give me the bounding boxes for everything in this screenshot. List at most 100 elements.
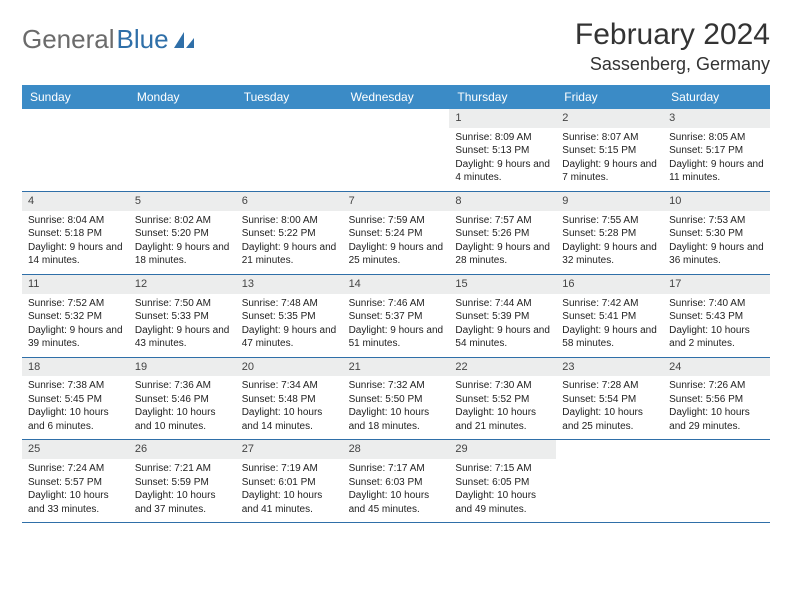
sunset-text: Sunset: 5:41 PM bbox=[562, 310, 657, 324]
calendar-cell: 16Sunrise: 7:42 AMSunset: 5:41 PMDayligh… bbox=[556, 275, 663, 357]
sunset-text: Sunset: 5:35 PM bbox=[242, 310, 337, 324]
calendar-cell: 4Sunrise: 8:04 AMSunset: 5:18 PMDaylight… bbox=[22, 192, 129, 274]
sunrise-text: Sunrise: 7:36 AM bbox=[135, 379, 230, 393]
daylight-text: Daylight: 9 hours and 25 minutes. bbox=[349, 241, 444, 268]
sunrise-text: Sunrise: 7:26 AM bbox=[669, 379, 764, 393]
logo-blue-word: Blue bbox=[117, 24, 169, 55]
day-number: 10 bbox=[663, 192, 770, 211]
calendar-cell: 14Sunrise: 7:46 AMSunset: 5:37 PMDayligh… bbox=[343, 275, 450, 357]
day-number: 8 bbox=[449, 192, 556, 211]
day-number: 6 bbox=[236, 192, 343, 211]
calendar-cell: 12Sunrise: 7:50 AMSunset: 5:33 PMDayligh… bbox=[129, 275, 236, 357]
daylight-text: Daylight: 9 hours and 32 minutes. bbox=[562, 241, 657, 268]
sunset-text: Sunset: 5:43 PM bbox=[669, 310, 764, 324]
calendar-cell: 20Sunrise: 7:34 AMSunset: 5:48 PMDayligh… bbox=[236, 358, 343, 440]
sunrise-text: Sunrise: 7:17 AM bbox=[349, 462, 444, 476]
day-number bbox=[556, 440, 663, 444]
weekday-header: Friday bbox=[556, 85, 663, 109]
day-number: 27 bbox=[236, 440, 343, 459]
week-row: 4Sunrise: 8:04 AMSunset: 5:18 PMDaylight… bbox=[22, 192, 770, 275]
day-number: 19 bbox=[129, 358, 236, 377]
day-number: 25 bbox=[22, 440, 129, 459]
calendar-cell: 10Sunrise: 7:53 AMSunset: 5:30 PMDayligh… bbox=[663, 192, 770, 274]
weekday-header: Wednesday bbox=[343, 85, 450, 109]
calendar-cell-empty bbox=[236, 109, 343, 191]
sunrise-text: Sunrise: 7:59 AM bbox=[349, 214, 444, 228]
sunrise-text: Sunrise: 7:44 AM bbox=[455, 297, 550, 311]
day-number: 13 bbox=[236, 275, 343, 294]
logo-text-gray: General bbox=[22, 24, 115, 55]
calendar-cell: 9Sunrise: 7:55 AMSunset: 5:28 PMDaylight… bbox=[556, 192, 663, 274]
sunset-text: Sunset: 5:37 PM bbox=[349, 310, 444, 324]
calendar-cell-empty bbox=[663, 440, 770, 522]
week-row: 1Sunrise: 8:09 AMSunset: 5:13 PMDaylight… bbox=[22, 109, 770, 192]
title-block: February 2024 Sassenberg, Germany bbox=[575, 18, 770, 75]
daylight-text: Daylight: 10 hours and 49 minutes. bbox=[455, 489, 550, 516]
day-number: 17 bbox=[663, 275, 770, 294]
day-number bbox=[22, 109, 129, 113]
sunrise-text: Sunrise: 7:38 AM bbox=[28, 379, 123, 393]
daylight-text: Daylight: 9 hours and 47 minutes. bbox=[242, 324, 337, 351]
calendar: SundayMondayTuesdayWednesdayThursdayFrid… bbox=[22, 85, 770, 523]
calendar-cell: 5Sunrise: 8:02 AMSunset: 5:20 PMDaylight… bbox=[129, 192, 236, 274]
sunset-text: Sunset: 5:15 PM bbox=[562, 144, 657, 158]
sunrise-text: Sunrise: 7:53 AM bbox=[669, 214, 764, 228]
daylight-text: Daylight: 10 hours and 2 minutes. bbox=[669, 324, 764, 351]
sunrise-text: Sunrise: 8:09 AM bbox=[455, 131, 550, 145]
daylight-text: Daylight: 9 hours and 18 minutes. bbox=[135, 241, 230, 268]
calendar-cell: 29Sunrise: 7:15 AMSunset: 6:05 PMDayligh… bbox=[449, 440, 556, 522]
calendar-cell-empty bbox=[22, 109, 129, 191]
daylight-text: Daylight: 9 hours and 43 minutes. bbox=[135, 324, 230, 351]
calendar-cell: 15Sunrise: 7:44 AMSunset: 5:39 PMDayligh… bbox=[449, 275, 556, 357]
calendar-cell: 3Sunrise: 8:05 AMSunset: 5:17 PMDaylight… bbox=[663, 109, 770, 191]
sunrise-text: Sunrise: 7:34 AM bbox=[242, 379, 337, 393]
weekday-header: Thursday bbox=[449, 85, 556, 109]
day-number: 24 bbox=[663, 358, 770, 377]
day-number: 1 bbox=[449, 109, 556, 128]
calendar-cell: 25Sunrise: 7:24 AMSunset: 5:57 PMDayligh… bbox=[22, 440, 129, 522]
sunset-text: Sunset: 5:52 PM bbox=[455, 393, 550, 407]
day-number: 26 bbox=[129, 440, 236, 459]
weeks-container: 1Sunrise: 8:09 AMSunset: 5:13 PMDaylight… bbox=[22, 109, 770, 523]
sunrise-text: Sunrise: 7:46 AM bbox=[349, 297, 444, 311]
weekday-header: Saturday bbox=[663, 85, 770, 109]
sunrise-text: Sunrise: 8:04 AM bbox=[28, 214, 123, 228]
daylight-text: Daylight: 10 hours and 14 minutes. bbox=[242, 406, 337, 433]
calendar-cell: 18Sunrise: 7:38 AMSunset: 5:45 PMDayligh… bbox=[22, 358, 129, 440]
sunset-text: Sunset: 5:48 PM bbox=[242, 393, 337, 407]
calendar-cell: 13Sunrise: 7:48 AMSunset: 5:35 PMDayligh… bbox=[236, 275, 343, 357]
week-row: 11Sunrise: 7:52 AMSunset: 5:32 PMDayligh… bbox=[22, 275, 770, 358]
calendar-cell: 1Sunrise: 8:09 AMSunset: 5:13 PMDaylight… bbox=[449, 109, 556, 191]
sunrise-text: Sunrise: 8:00 AM bbox=[242, 214, 337, 228]
logo-text-blue: Blue bbox=[117, 24, 195, 55]
sunrise-text: Sunrise: 7:52 AM bbox=[28, 297, 123, 311]
sunrise-text: Sunrise: 7:40 AM bbox=[669, 297, 764, 311]
daylight-text: Daylight: 9 hours and 4 minutes. bbox=[455, 158, 550, 185]
sunrise-text: Sunrise: 7:55 AM bbox=[562, 214, 657, 228]
calendar-cell: 21Sunrise: 7:32 AMSunset: 5:50 PMDayligh… bbox=[343, 358, 450, 440]
location-label: Sassenberg, Germany bbox=[575, 54, 770, 75]
day-number: 29 bbox=[449, 440, 556, 459]
day-number: 7 bbox=[343, 192, 450, 211]
sunset-text: Sunset: 5:50 PM bbox=[349, 393, 444, 407]
calendar-cell: 27Sunrise: 7:19 AMSunset: 6:01 PMDayligh… bbox=[236, 440, 343, 522]
day-number: 3 bbox=[663, 109, 770, 128]
daylight-text: Daylight: 9 hours and 36 minutes. bbox=[669, 241, 764, 268]
daylight-text: Daylight: 9 hours and 58 minutes. bbox=[562, 324, 657, 351]
sunset-text: Sunset: 6:05 PM bbox=[455, 476, 550, 490]
logo-sail-icon bbox=[173, 31, 195, 49]
calendar-cell-empty bbox=[129, 109, 236, 191]
sunrise-text: Sunrise: 7:50 AM bbox=[135, 297, 230, 311]
sunset-text: Sunset: 5:22 PM bbox=[242, 227, 337, 241]
calendar-cell: 28Sunrise: 7:17 AMSunset: 6:03 PMDayligh… bbox=[343, 440, 450, 522]
daylight-text: Daylight: 10 hours and 33 minutes. bbox=[28, 489, 123, 516]
calendar-cell-empty bbox=[343, 109, 450, 191]
weekday-header: Tuesday bbox=[236, 85, 343, 109]
day-number: 23 bbox=[556, 358, 663, 377]
day-number: 11 bbox=[22, 275, 129, 294]
calendar-cell: 23Sunrise: 7:28 AMSunset: 5:54 PMDayligh… bbox=[556, 358, 663, 440]
sunrise-text: Sunrise: 7:21 AM bbox=[135, 462, 230, 476]
day-number: 21 bbox=[343, 358, 450, 377]
day-number bbox=[663, 440, 770, 444]
sunset-text: Sunset: 5:28 PM bbox=[562, 227, 657, 241]
